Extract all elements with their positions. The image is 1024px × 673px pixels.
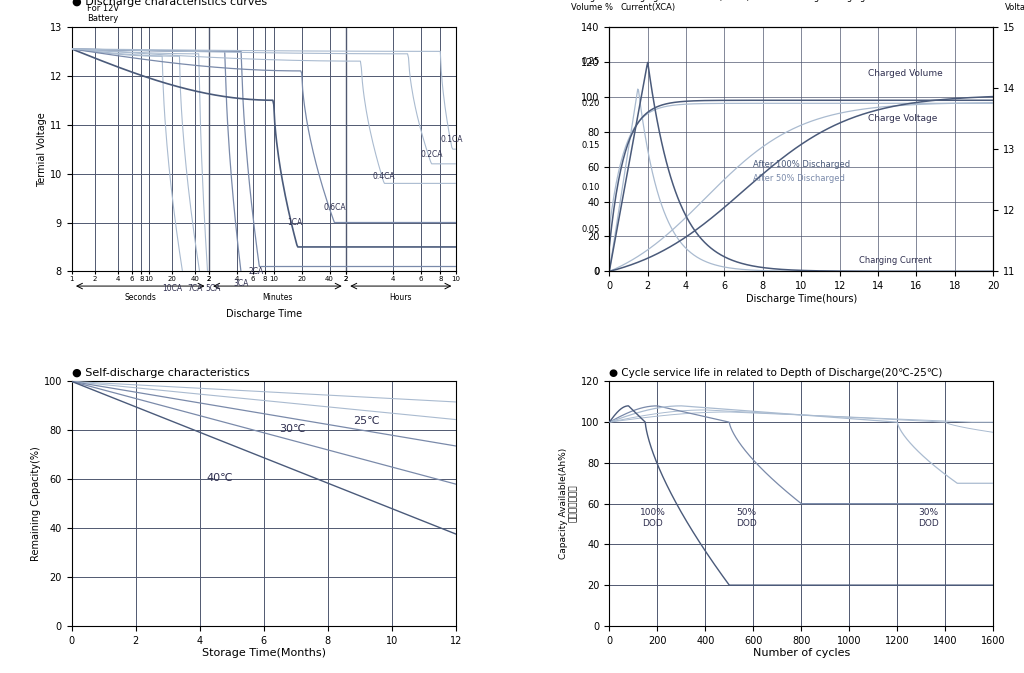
Text: 100%
DOD: 100% DOD	[640, 508, 666, 528]
Text: Battery: Battery	[87, 14, 119, 23]
Text: 30℃: 30℃	[280, 424, 306, 434]
Text: 3CA: 3CA	[233, 279, 249, 288]
Text: 0.15: 0.15	[582, 141, 600, 150]
Text: Charged
Volume %: Charged Volume %	[571, 0, 613, 12]
Text: 0.10: 0.10	[582, 183, 600, 192]
Text: 0.25: 0.25	[582, 57, 600, 67]
Y-axis label: Capacity Available(Ah%)
放电容量（％）: Capacity Available(Ah%) 放电容量（％）	[559, 448, 579, 559]
Text: 0.4CA: 0.4CA	[373, 172, 395, 180]
Text: For 12V: For 12V	[87, 4, 119, 13]
Y-axis label: Remaining Capacity(%): Remaining Capacity(%)	[31, 446, 41, 561]
Text: ● Discharge characteristics curves: ● Discharge characteristics curves	[72, 0, 267, 7]
Text: 0.6CA: 0.6CA	[323, 203, 346, 213]
Text: 0.2CA: 0.2CA	[420, 149, 442, 159]
Text: 50%
DOD: 50% DOD	[735, 508, 757, 528]
Text: ● Self-discharge characteristics: ● Self-discharge characteristics	[72, 368, 249, 378]
Text: 5CA: 5CA	[205, 284, 220, 293]
Text: 0.1CA: 0.1CA	[441, 135, 464, 144]
Text: ● Cycle service life in related to Depth of Discharge(20℃-25℃): ● Cycle service life in related to Depth…	[609, 368, 943, 378]
X-axis label: Number of cycles: Number of cycles	[753, 648, 850, 658]
X-axis label: Storage Time(Months): Storage Time(Months)	[202, 648, 326, 658]
Text: 2CA: 2CA	[249, 267, 264, 276]
Text: 0.20: 0.20	[582, 99, 600, 108]
Text: 0: 0	[594, 267, 600, 276]
X-axis label: Discharge Time(hours): Discharge Time(hours)	[745, 294, 857, 304]
Text: Charging
Current(XCA): Charging Current(XCA)	[621, 0, 676, 12]
Text: Charged Volume: Charged Volume	[868, 69, 943, 78]
Text: After 100% Discharged: After 100% Discharged	[754, 160, 850, 169]
Text: Charging Current: Charging Current	[859, 256, 932, 264]
Text: 0.25CA-(13.8V) Constant Voltage Charging: 0.25CA-(13.8V) Constant Voltage Charging	[686, 0, 865, 2]
Text: 7CA: 7CA	[187, 284, 203, 293]
Text: Charge Voltage: Charge Voltage	[868, 114, 938, 123]
Text: 30%
DOD: 30% DOD	[919, 508, 939, 528]
Text: Hours: Hours	[389, 293, 412, 302]
Text: 0.05: 0.05	[582, 225, 600, 234]
Text: 1CA: 1CA	[288, 218, 303, 227]
Text: Charge
Voltage: Charge Voltage	[1005, 0, 1024, 12]
Text: Minutes: Minutes	[262, 293, 293, 302]
Text: Seconds: Seconds	[124, 293, 157, 302]
Y-axis label: Termial Voltage: Termial Voltage	[37, 112, 47, 186]
X-axis label: Discharge Time: Discharge Time	[225, 310, 302, 320]
Text: 25℃: 25℃	[353, 416, 380, 426]
Text: 10CA: 10CA	[162, 284, 182, 293]
Text: After 50% Discharged: After 50% Discharged	[754, 174, 845, 182]
Text: 40℃: 40℃	[206, 473, 232, 483]
